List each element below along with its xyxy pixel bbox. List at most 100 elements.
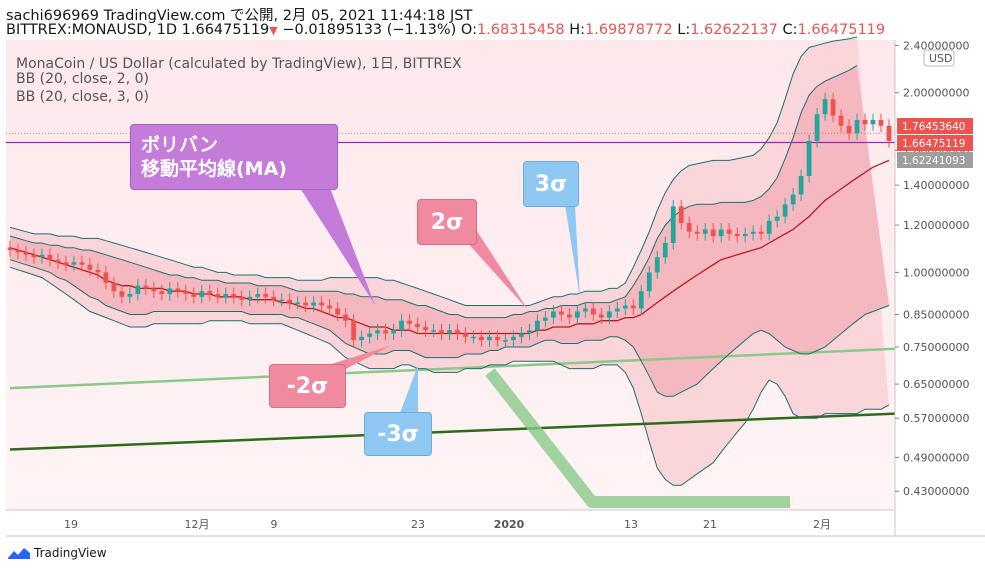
price-tag-label: 1.66475119: [902, 138, 965, 150]
candle-body: [806, 140, 812, 177]
candle-body: [127, 294, 133, 297]
candle-body: [439, 330, 444, 334]
candle-body: [734, 233, 740, 237]
candle-body: [191, 294, 197, 297]
tradingview-brand: TradingView: [34, 546, 107, 560]
y-tick-label: 0.49000000: [903, 451, 969, 464]
candle-body: [15, 250, 21, 253]
bb3-upper-line: [9, 36, 858, 306]
x-tick-label: 9: [271, 518, 278, 531]
y-tick-label: 0.75000000: [903, 341, 969, 354]
header-line1: sachi696969 TradingView.com で公開, 2月 05, …: [6, 8, 473, 24]
x-tick-label: 21: [703, 518, 717, 531]
close-value: 1.66475119: [797, 22, 886, 38]
open-label: O:: [460, 22, 477, 38]
price-tag-label: 1.62241093: [902, 155, 965, 167]
callout-plus2-pointer: [465, 228, 528, 310]
candle-body: [167, 288, 173, 295]
callout-plus-2-sigma: 2σ: [417, 199, 477, 245]
candle-body: [407, 320, 412, 324]
tradingview-logo[interactable]: TradingView: [8, 546, 107, 560]
open-value: 1.68315458: [476, 22, 565, 38]
bb2-fill: [10, 65, 889, 397]
candle-body: [415, 323, 420, 328]
green-arrow: [485, 368, 790, 508]
candle-body: [295, 302, 301, 305]
candle-body: [183, 291, 189, 295]
bb2-upper-line: [9, 65, 858, 319]
candle-body: [255, 294, 261, 297]
y-tick-label: 2.00000000: [903, 87, 969, 100]
candle-body: [39, 254, 45, 258]
candle-body: [463, 333, 468, 337]
candle-body: [886, 125, 892, 141]
candle-body: [654, 257, 660, 273]
x-tick-label: 19: [64, 518, 78, 531]
candle-body: [47, 254, 53, 260]
candle-body: [367, 333, 372, 337]
candle-body: [846, 125, 852, 134]
candle-body: [822, 99, 828, 115]
candle-body: [598, 314, 604, 318]
bb2-lower-line: [9, 259, 890, 397]
candle-body: [383, 330, 388, 334]
candle-body: [878, 119, 884, 126]
candle-body: [399, 320, 404, 331]
candle-body: [479, 336, 484, 341]
currency-label: USD: [929, 52, 953, 65]
candle-body: [702, 229, 708, 234]
candle-body: [662, 242, 668, 258]
price-tag-label: 1.76453640: [902, 121, 965, 133]
candle-body: [111, 282, 117, 292]
y-tick-label: 0.65000000: [903, 378, 969, 391]
y-tick-label: 0.43000000: [903, 485, 969, 498]
callout-minus3-pointer: [400, 365, 418, 413]
callout-ma: ボリバン 移動平均線(MA): [130, 124, 338, 190]
candle-body: [95, 269, 101, 273]
y-tick-label: 0.57000000: [903, 412, 969, 425]
y-tick-label: 1.20000000: [903, 219, 969, 232]
candle-body: [758, 231, 764, 234]
candle-body: [143, 285, 149, 289]
candle-body: [566, 314, 572, 318]
candle-body: [487, 336, 492, 341]
currency-badge: [923, 49, 955, 67]
candle-body: [319, 302, 325, 306]
candle-body: [782, 204, 788, 217]
candle-body: [135, 285, 141, 295]
candle-body: [550, 311, 556, 318]
candle-body: [327, 305, 333, 309]
candle-body: [814, 114, 820, 141]
candle-body: [854, 119, 860, 134]
candle-body: [391, 330, 396, 334]
candle-body: [622, 305, 628, 309]
x-tick-label: 2020: [494, 518, 525, 531]
candle-body: [582, 308, 588, 312]
bb3-lower-line: [9, 266, 890, 486]
candle-body: [215, 294, 221, 297]
candle-body: [455, 330, 460, 334]
candle-body: [870, 119, 876, 125]
candle-body: [31, 254, 37, 258]
candle-body: [718, 229, 724, 237]
callout-plus3-pointer: [565, 205, 580, 298]
callout-minus-3-sigma: -3σ: [364, 412, 432, 456]
candle-body: [447, 330, 452, 334]
price-tag: [897, 152, 973, 168]
candle-body: [71, 262, 77, 265]
candle-body: [646, 272, 652, 292]
candle-body: [231, 294, 237, 297]
candle-body: [535, 320, 540, 331]
candle-body: [375, 330, 380, 334]
candle-body: [495, 336, 500, 341]
y-tick-label: 1.40000000: [903, 179, 969, 192]
candle-body: [351, 320, 357, 341]
candle-body: [590, 308, 596, 315]
callout-ma-pointer: [300, 188, 375, 305]
candle-body: [614, 308, 620, 312]
y-tick-label: 1.00000000: [903, 266, 969, 279]
candle-body: [199, 291, 205, 297]
candle-body: [686, 222, 692, 232]
candle-body: [742, 233, 748, 237]
